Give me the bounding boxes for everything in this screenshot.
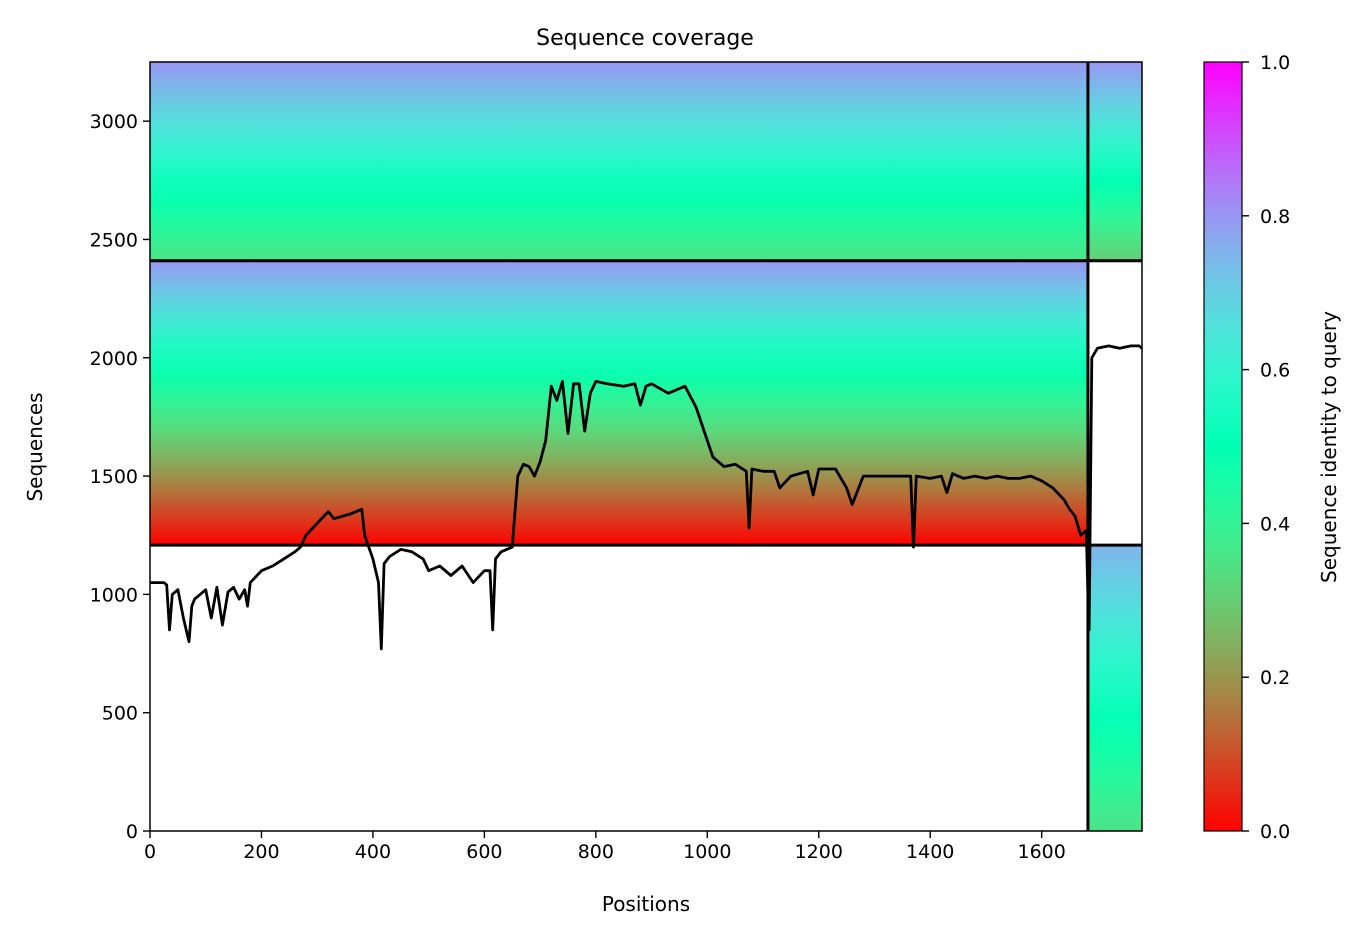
y-tick-label: 2500: [90, 229, 138, 251]
y-tick-label: 2000: [90, 348, 138, 370]
x-tick-label: 800: [578, 841, 614, 863]
x-tick-label: 600: [466, 841, 502, 863]
y-axis-label: Sequences: [23, 392, 47, 501]
colorbar-tick-label: 0.4: [1260, 513, 1290, 535]
colorbar-label: Sequence identity to query: [1317, 311, 1341, 583]
y-axis: 0 500 1000 1500 2000 2500 3000: [90, 111, 150, 843]
colorbar: [1203, 61, 1243, 832]
y-tick-label: 500: [102, 703, 138, 725]
x-axis-label: Positions: [602, 892, 690, 916]
y-tick-label: 1000: [90, 584, 138, 606]
heatmap-block-2: [1087, 62, 1142, 261]
x-tick-label: 400: [355, 841, 391, 863]
x-tick-label: 1600: [1018, 841, 1066, 863]
x-tick-label: 1400: [906, 841, 954, 863]
chart-title: Sequence coverage: [536, 26, 754, 51]
heatmap-block-1: [150, 62, 1088, 261]
colorbar-ticks: 0.0 0.2 0.4 0.6 0.8 1.0: [1242, 52, 1290, 843]
x-tick-label: 1000: [683, 841, 731, 863]
colorbar-tick-label: 0.8: [1260, 206, 1290, 228]
colorbar-tick-label: 1.0: [1260, 52, 1290, 74]
heatmap-block-3: [150, 260, 1088, 546]
heatmap-block-4: [1087, 545, 1142, 831]
y-tick-label: 1500: [90, 466, 138, 488]
y-tick-label: 0: [126, 821, 138, 843]
x-tick-label: 0: [144, 841, 156, 863]
x-tick-label: 1200: [795, 841, 843, 863]
x-tick-label: 200: [243, 841, 279, 863]
heatmap-blocks: [150, 62, 1142, 831]
coverage-line-layer: [150, 344, 1143, 651]
colorbar-tick-label: 0.0: [1260, 821, 1290, 843]
chain-boundaries: [150, 62, 1142, 831]
colorbar-tick-label: 0.6: [1260, 360, 1290, 382]
colorbar-tick-label: 0.2: [1260, 667, 1290, 689]
plot-frame: [149, 61, 1143, 832]
y-tick-label: 3000: [90, 111, 138, 133]
x-axis: 0 200 400 600 800 1000 1200 1400 1600: [144, 831, 1066, 863]
coverage-line: [150, 344, 1143, 651]
